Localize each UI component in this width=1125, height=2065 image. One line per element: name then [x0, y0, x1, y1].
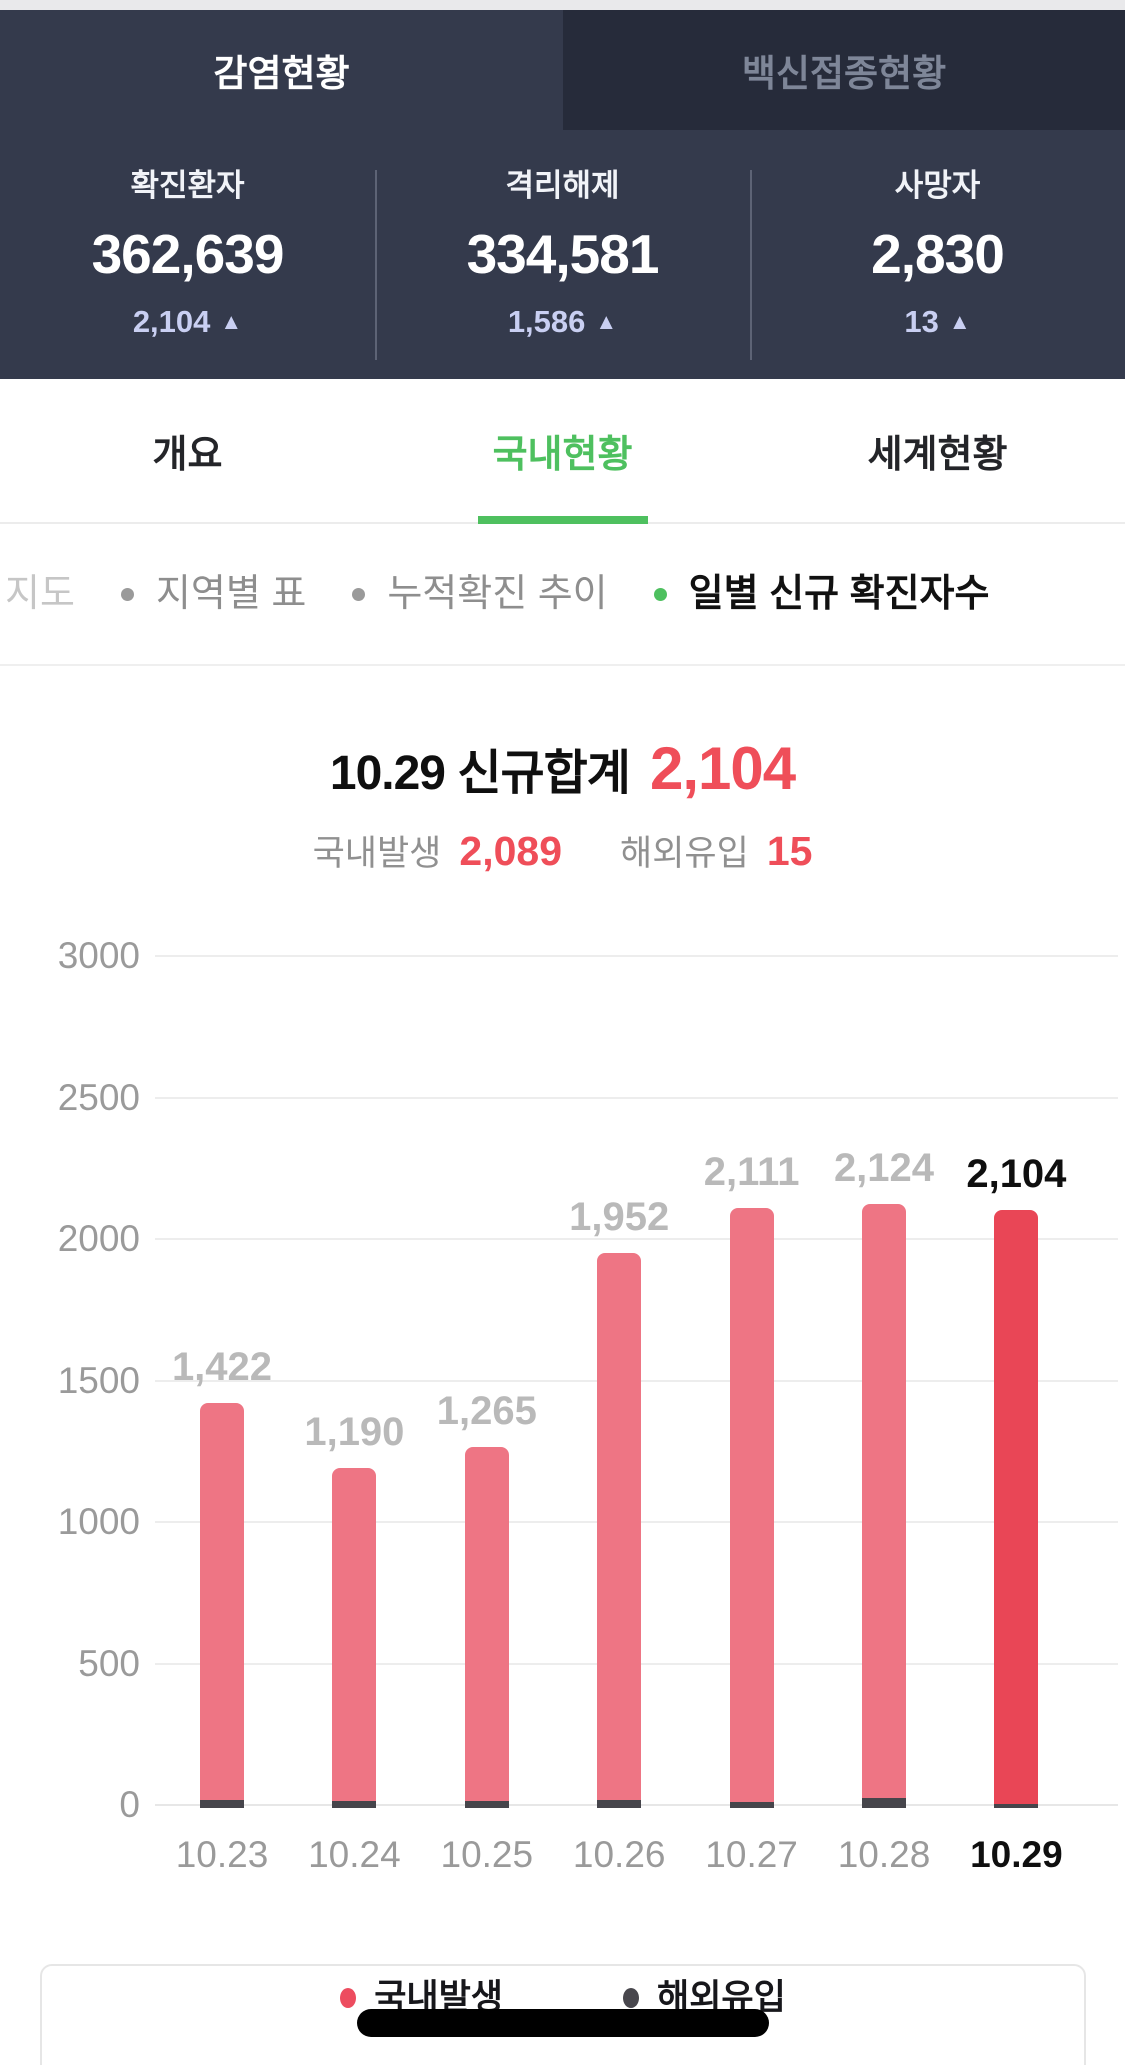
filter-bullet-icon — [120, 587, 134, 601]
gridline-3000 — [155, 955, 1118, 957]
stat-label: 사망자 — [894, 168, 981, 203]
home-indicator-bar — [357, 2009, 769, 2037]
legend-dot-icon — [340, 1987, 357, 2008]
domestic-value: 2,089 — [459, 828, 562, 874]
tab-domestic[interactable]: 국내현황 — [492, 434, 633, 476]
filter-label: 일별 신규 확진자수 — [688, 573, 990, 615]
chart-title-date-label: 10.29 신규합계 — [329, 747, 631, 800]
y-axis-label-3000: 3000 — [57, 935, 140, 976]
stat-0: 확진환자 362,639 2,104 ▲ — [0, 130, 375, 379]
bar-10.28[interactable] — [862, 1203, 906, 1808]
stat-2: 사망자 2,830 13 ▲ — [750, 130, 1125, 379]
bar-value-label-10.29: 2,104 — [966, 1151, 1067, 1196]
filter-item-3[interactable]: 일별 신규 확진자수 — [653, 573, 990, 615]
chart-filter-scroller[interactable]: 지도 지역별 표 누적확진 추이 일별 신규 확진자수 — [0, 524, 1035, 664]
header-tab-bar: 감염현황 백신접종현황 — [0, 10, 1125, 130]
up-triangle-icon: ▲ — [220, 308, 243, 334]
bar-10.24[interactable] — [332, 1468, 377, 1808]
bar-10.23[interactable] — [200, 1402, 244, 1808]
stat-value: 362,639 — [91, 223, 285, 285]
chart-title: 10.29 신규합계 2,104 — [0, 733, 1125, 803]
chart-subtitle: 국내발생 2,089 해외유입 15 — [0, 825, 1125, 876]
stat-divider-1 — [750, 170, 752, 360]
filter-label: 지역별 표 — [155, 573, 307, 615]
stat-delta-value: 2,104 — [132, 304, 211, 339]
stat-value: 334,581 — [466, 223, 660, 285]
bar-value-label-10.26: 1,952 — [569, 1194, 670, 1239]
y-axis-label-2000: 2000 — [57, 1218, 140, 1259]
bar-value-label-10.25: 1,265 — [436, 1389, 537, 1433]
bar-value-label-10.28: 2,124 — [833, 1145, 935, 1190]
filter-bullet-icon — [653, 587, 667, 601]
y-axis-label-2500: 2500 — [57, 1076, 140, 1118]
status-bar-strip — [0, 0, 1125, 10]
chart-title-total: 2,104 — [649, 735, 796, 802]
y-axis-label-500: 500 — [78, 1642, 140, 1684]
filter-item-2[interactable]: 누적확진 추이 — [352, 573, 608, 615]
imported-label: 해외유입 — [620, 834, 749, 873]
bar-value-label-10.24: 1,190 — [304, 1410, 405, 1455]
x-axis-label-10.23: 10.23 — [175, 1834, 269, 1875]
header-tab-vaccination[interactable]: 백신접종현황 — [563, 10, 1125, 130]
tab-world[interactable]: 세계현황 — [867, 434, 1008, 476]
bar-10.26[interactable] — [597, 1252, 642, 1808]
stat-delta: 2,104 ▲ — [133, 306, 242, 337]
filter-bullet-icon — [352, 587, 366, 601]
bar-value-label-10.23: 1,422 — [171, 1344, 273, 1389]
x-axis-label-10.29: 10.29 — [970, 1834, 1063, 1875]
filter-label: 누적확진 추이 — [387, 573, 608, 615]
domestic-label: 국내발생 — [312, 834, 442, 873]
section-tab-bar: 개요 국내현황 세계현황 — [0, 379, 1125, 524]
y-axis-label-1500: 1500 — [57, 1359, 140, 1401]
stat-label: 격리해제 — [505, 168, 620, 203]
stat-1: 격리해제 334,581 1,586 ▲ — [375, 130, 750, 379]
bar-10.27[interactable] — [729, 1207, 774, 1808]
stat-delta-value: 1,586 — [507, 304, 586, 339]
filter-item-0[interactable]: 지도 — [0, 575, 75, 613]
stat-value: 2,830 — [871, 223, 1005, 285]
active-tab-underline — [478, 516, 648, 524]
y-axis-label-0: 0 — [119, 1784, 140, 1825]
filter-label: 지도 — [5, 573, 75, 615]
header-tab-infection[interactable]: 감염현황 — [0, 10, 563, 130]
x-axis-label-10.24: 10.24 — [308, 1834, 401, 1875]
x-axis-label-10.27: 10.27 — [705, 1834, 798, 1875]
bar-value-label-10.27: 2,111 — [703, 1149, 800, 1194]
up-triangle-icon: ▲ — [948, 308, 971, 334]
imported-value: 15 — [766, 828, 813, 874]
tab-overview[interactable]: 개요 — [152, 434, 223, 476]
gridline-2000 — [155, 1238, 1118, 1240]
infection-status-header: 감염현황 백신접종현황 확진환자 362,639 2,104 ▲ 격리해제 334,581 1… — [0, 10, 1125, 379]
stats-row: 확진환자 362,639 2,104 ▲ 격리해제 334,581 1,586 ▲ 사망자 2,8… — [0, 130, 1125, 379]
x-axis-label-10.28: 10.28 — [837, 1834, 931, 1875]
legend-dot-icon — [623, 1987, 639, 2008]
stat-delta-value: 13 — [904, 304, 939, 339]
stat-label: 확진환자 — [130, 168, 245, 203]
up-triangle-icon: ▲ — [595, 308, 618, 334]
stat-delta: 13 ▲ — [904, 306, 970, 337]
bar-10.29[interactable] — [994, 1209, 1039, 1808]
gridline-2500 — [155, 1096, 1118, 1099]
x-axis-label-10.26: 10.26 — [572, 1834, 666, 1875]
x-axis-label-10.25: 10.25 — [440, 1834, 534, 1875]
filter-item-1[interactable]: 지역별 표 — [120, 573, 307, 615]
chart-filter-row: 지도 지역별 표 누적확진 추이 일별 신규 확진자수 — [0, 524, 1125, 666]
y-axis-label-1000: 1000 — [57, 1501, 140, 1542]
stat-delta: 1,586 ▲ — [508, 306, 617, 337]
bar-10.25[interactable] — [464, 1447, 509, 1808]
stat-divider-0 — [375, 170, 377, 360]
